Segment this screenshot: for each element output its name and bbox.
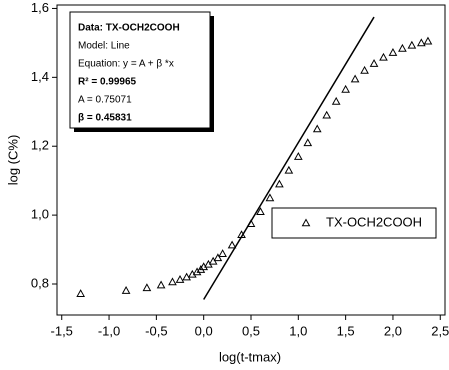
data-point: [293, 152, 303, 160]
data-point: [182, 272, 191, 281]
y-tick-label: 1,0: [31, 207, 49, 222]
data-point: [416, 38, 426, 47]
legend-label: TX-OCH2COOH: [326, 214, 422, 229]
data-point: [76, 289, 86, 297]
data-point: [379, 52, 388, 61]
data-point: [284, 165, 294, 174]
y-axis-title: log (C%): [5, 135, 20, 186]
data-point: [303, 138, 313, 147]
y-tick-label: 0,8: [31, 275, 49, 290]
data-point: [398, 43, 407, 52]
data-point: [142, 283, 152, 292]
x-tick-label: 0,0: [195, 323, 213, 338]
annotation-line: Model: Line: [78, 41, 130, 52]
legend-marker: [301, 218, 311, 227]
data-point: [407, 40, 417, 49]
data-point: [168, 277, 177, 286]
x-tick-label: 1,5: [337, 323, 355, 338]
data-point: [388, 48, 398, 56]
data-point: [350, 74, 360, 83]
annotation-line: R² = 0.99965: [78, 77, 137, 88]
x-axis-title: log(t-tmax): [219, 349, 281, 364]
fit-line: [203, 16, 375, 300]
data-point: [213, 253, 223, 262]
y-tick-label: 1,6: [31, 0, 49, 15]
data-point: [331, 96, 341, 105]
data-point: [192, 267, 202, 276]
y-tick-label: 1,4: [31, 69, 49, 84]
annotation-line: Data: TX-OCH2COOH: [78, 23, 180, 34]
annotation-line: Equation: y = A + β *x: [78, 59, 174, 70]
annotation-line: A = 0.75071: [78, 95, 132, 106]
x-tick-label: -0,5: [145, 323, 167, 338]
data-point: [275, 179, 284, 188]
data-point: [369, 59, 379, 67]
x-tick-label: 2,0: [384, 323, 402, 338]
legend-box: [271, 207, 437, 239]
data-point: [341, 84, 350, 93]
data-point: [156, 280, 166, 289]
x-tick-label: -1,0: [98, 323, 120, 338]
data-point: [265, 193, 275, 202]
data-point: [256, 207, 265, 215]
data-point: [175, 274, 185, 283]
x-tick-label: 0,5: [242, 323, 260, 338]
annotation-box: [69, 11, 211, 129]
data-point: [227, 240, 237, 249]
data-point: [312, 124, 322, 133]
data-point: [121, 286, 131, 294]
data-point: [218, 249, 227, 257]
data-point: [423, 36, 433, 45]
x-tick-label: 2,5: [431, 323, 449, 338]
data-point: [360, 65, 369, 74]
annotation-line: β = 0.45831: [78, 113, 132, 124]
x-tick-label: 1,0: [289, 323, 307, 338]
y-tick-label: 1,2: [31, 138, 49, 153]
x-tick-label: -1,5: [51, 323, 73, 338]
data-point: [322, 110, 332, 119]
